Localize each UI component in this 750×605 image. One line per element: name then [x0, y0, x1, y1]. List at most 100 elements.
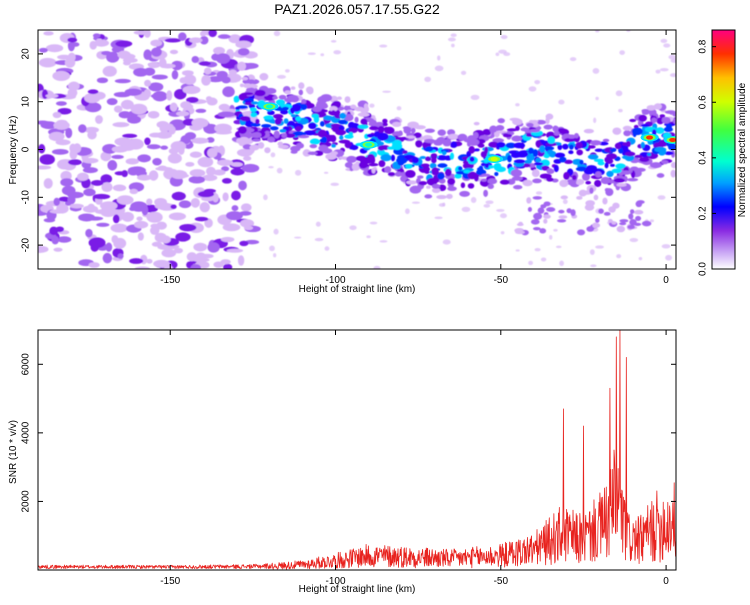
- spectrogram-band-blob: [631, 170, 636, 179]
- spectrogram-band-blob: [513, 185, 523, 190]
- spectrogram-band-blob: [518, 221, 523, 226]
- spectrogram-peak: [365, 142, 373, 147]
- spectrogram-band-blob: [431, 167, 439, 176]
- colorbar-gradient: [711, 29, 736, 270]
- spectrogram-band-blob: [535, 140, 542, 148]
- spectrogram-noise-blob: [87, 203, 95, 212]
- spectrogram-noise-blob: [111, 154, 124, 159]
- spectrogram-band-blob: [557, 130, 569, 134]
- spectrogram-band-blob: [543, 218, 548, 224]
- spectrogram-band-blob: [233, 98, 239, 103]
- spectrogram-noise-blob: [203, 188, 216, 193]
- spectrogram-band-blob: [488, 165, 494, 169]
- spectrogram-band-blob: [357, 124, 369, 130]
- spectrogram-band-blob: [290, 114, 297, 118]
- spectrogram-band-blob: [616, 183, 627, 187]
- spectrogram-band-blob: [579, 159, 584, 165]
- snr-x-label: Height of straight line (km): [299, 584, 416, 595]
- spectrogram-noise-blob: [595, 96, 599, 101]
- spectrogram-band-blob: [513, 142, 526, 149]
- spectrogram-noise-blob: [619, 50, 625, 56]
- spectrogram-band-blob: [280, 109, 289, 115]
- spectrogram-band-blob: [604, 162, 609, 169]
- spectrogram-noise-blob: [273, 30, 281, 37]
- spectrogram-noise-blob: [163, 244, 180, 250]
- spectrogram-band-blob: [585, 180, 592, 185]
- spectrogram-noise-blob: [171, 191, 186, 201]
- spectrogram-noise-blob: [94, 209, 113, 215]
- spectrogram-band-blob: [290, 86, 296, 90]
- spectrogram-band-blob: [371, 167, 376, 174]
- spectrogram-band-blob: [258, 141, 265, 149]
- spectrogram-blobs: [38, 30, 676, 269]
- spectrogram-noise-blob: [215, 53, 231, 64]
- spectrogram-band-blob: [298, 89, 304, 96]
- spectrogram-x-tick-label: -100: [326, 275, 346, 286]
- spectrogram-band-blob: [391, 142, 403, 151]
- spectrogram-band-blob: [463, 169, 471, 174]
- spectrogram-noise-blob: [200, 30, 207, 37]
- spectrogram-band-blob: [543, 124, 553, 130]
- spectrogram-noise-blob: [314, 237, 324, 242]
- spectrogram-band-blob: [254, 89, 266, 97]
- spectrogram-band-blob: [577, 229, 586, 236]
- spectrogram-band-blob: [316, 100, 324, 106]
- spectrogram-band-blob: [398, 130, 403, 136]
- spectrogram-noise-blob: [146, 144, 161, 150]
- spectrogram-band-blob: [581, 172, 591, 181]
- spectrogram-noise-blob: [48, 131, 65, 142]
- spectrogram-band-blob: [526, 122, 534, 128]
- spectrogram-band-blob: [477, 143, 485, 148]
- spectrogram-band-blob: [332, 125, 340, 133]
- colorbar-tick-label: 0.2: [698, 206, 709, 220]
- spectrogram-band-blob: [620, 170, 632, 175]
- spectrogram-band-blob: [509, 117, 520, 122]
- spectrogram-noise-blob: [222, 86, 235, 98]
- spectrogram-band-blob: [402, 150, 408, 154]
- spectrogram-noise-blob: [269, 245, 275, 252]
- spectrogram-band-blob: [272, 114, 284, 119]
- spectrogram-band-blob: [338, 139, 351, 144]
- spectrogram-band-blob: [539, 173, 552, 179]
- spectrogram-noise-blob: [553, 228, 558, 232]
- spectrogram-noise-blob: [461, 206, 471, 213]
- spectrogram-band-blob: [473, 121, 480, 126]
- spectrogram-noise-blob: [181, 70, 194, 76]
- spectrogram-band-blob: [482, 128, 491, 136]
- spectrogram-band-blob: [672, 118, 676, 124]
- spectrogram-band-blob: [350, 104, 357, 109]
- spectrogram-band-blob: [251, 101, 259, 105]
- spectrogram-peak: [669, 137, 676, 142]
- spectrogram-band-blob: [594, 179, 602, 188]
- spectrogram-noise-blob: [136, 174, 152, 181]
- spectrogram-band-blob: [411, 156, 419, 164]
- spectrogram-noise-blob: [320, 53, 325, 57]
- spectrogram-band-blob: [247, 87, 256, 94]
- spectrogram-band-blob: [426, 177, 438, 186]
- spectrogram-noise-blob: [190, 264, 202, 269]
- colorbar-label: Normalized spectral amplitude: [737, 82, 748, 217]
- spectrogram-band-blob: [594, 148, 604, 153]
- spectrogram-band-blob: [247, 84, 258, 89]
- spectrogram-noise-blob: [53, 197, 61, 206]
- spectrogram-band-blob: [264, 130, 270, 135]
- spectrogram-noise-blob: [114, 78, 131, 84]
- spectrogram-noise-blob: [528, 86, 537, 92]
- spectrogram-noise-blob: [214, 123, 232, 134]
- spectrogram-band-blob: [569, 144, 574, 150]
- spectrogram-noise-blob: [137, 232, 144, 241]
- spectrogram-band-blob: [634, 154, 643, 159]
- spectrogram-band-blob: [540, 159, 550, 167]
- spectrogram-band-blob: [366, 153, 376, 162]
- spectrogram-noise-blob: [202, 174, 218, 181]
- spectrogram-band-blob: [640, 123, 650, 127]
- spectrogram-band-blob: [423, 138, 436, 143]
- spectrogram-noise-blob: [437, 55, 441, 61]
- spectrogram-noise-blob: [143, 49, 152, 61]
- spectrogram-noise-blob: [184, 132, 197, 140]
- spectrogram-y-tick-label: 0: [21, 146, 32, 152]
- spectrogram-band-blob: [436, 195, 448, 200]
- spectrogram-band-blob: [611, 221, 617, 225]
- spectrogram-band-blob: [447, 186, 457, 192]
- spectrogram-band-blob: [537, 207, 545, 214]
